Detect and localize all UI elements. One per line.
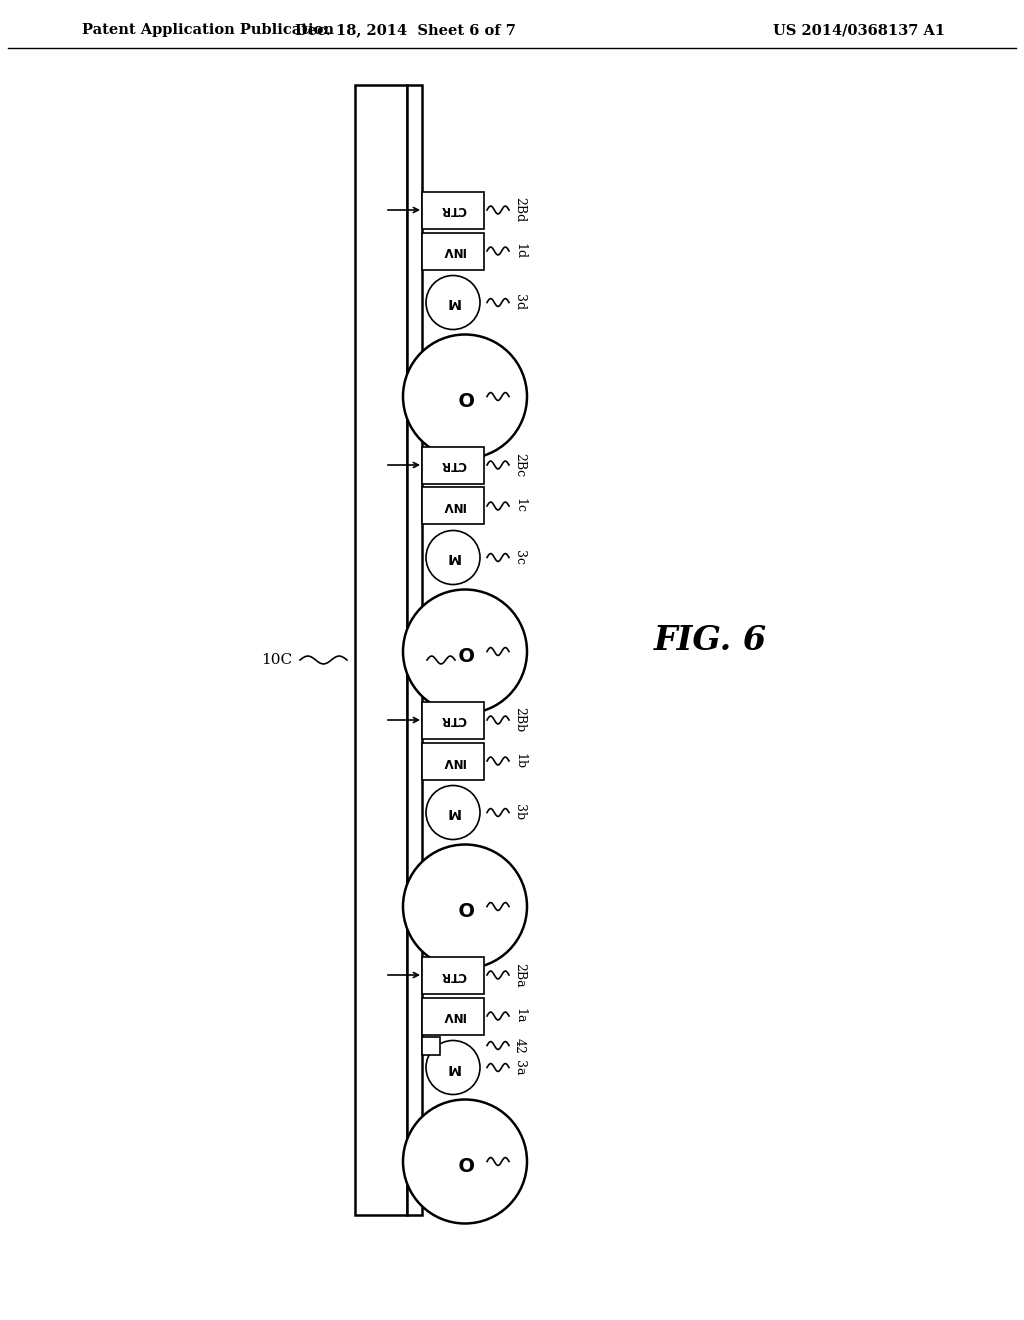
Bar bbox=[422, 191, 484, 228]
Bar bbox=[422, 998, 484, 1035]
Bar bbox=[422, 232, 484, 269]
Text: O: O bbox=[457, 387, 473, 407]
Text: 3b: 3b bbox=[513, 804, 526, 821]
Bar bbox=[422, 701, 484, 738]
Text: 42: 42 bbox=[513, 1038, 526, 1053]
Bar bbox=[422, 742, 484, 780]
Text: FIG. 6: FIG. 6 bbox=[653, 623, 767, 656]
Text: 2Bc: 2Bc bbox=[513, 453, 526, 477]
Text: M: M bbox=[446, 550, 460, 565]
Text: M: M bbox=[446, 805, 460, 820]
Text: 3c: 3c bbox=[513, 550, 526, 565]
Text: 2Bb: 2Bb bbox=[513, 708, 526, 733]
Bar bbox=[355, 84, 407, 1214]
Text: 1b: 1b bbox=[513, 752, 526, 770]
Text: O: O bbox=[457, 898, 473, 916]
Text: 3a: 3a bbox=[513, 1060, 526, 1076]
Bar bbox=[422, 1036, 440, 1055]
Text: 4: 4 bbox=[513, 392, 526, 400]
Circle shape bbox=[426, 785, 480, 840]
Text: 2Ba: 2Ba bbox=[513, 962, 526, 987]
Text: 2Bd: 2Bd bbox=[513, 198, 526, 223]
Text: INV: INV bbox=[441, 755, 465, 767]
Text: 3d: 3d bbox=[513, 294, 526, 310]
Text: 1d: 1d bbox=[513, 243, 526, 259]
Text: CTR: CTR bbox=[440, 458, 466, 471]
Text: 10C: 10C bbox=[261, 653, 292, 667]
Bar bbox=[407, 84, 422, 1214]
Text: CTR: CTR bbox=[440, 203, 466, 216]
Bar bbox=[422, 957, 484, 994]
Text: INV: INV bbox=[441, 244, 465, 257]
Bar bbox=[422, 487, 484, 524]
Text: 4: 4 bbox=[513, 648, 526, 656]
Text: INV: INV bbox=[441, 499, 465, 512]
Text: M: M bbox=[446, 296, 460, 309]
Text: CTR: CTR bbox=[440, 969, 466, 982]
Text: O: O bbox=[457, 1152, 473, 1171]
Text: US 2014/0368137 A1: US 2014/0368137 A1 bbox=[773, 22, 945, 37]
Bar bbox=[422, 446, 484, 483]
Text: M: M bbox=[446, 1060, 460, 1074]
Circle shape bbox=[426, 531, 480, 585]
Text: Patent Application Publication: Patent Application Publication bbox=[82, 22, 334, 37]
Circle shape bbox=[403, 845, 527, 969]
Text: CTR: CTR bbox=[440, 714, 466, 726]
Text: INV: INV bbox=[441, 1010, 465, 1023]
Text: Dec. 18, 2014  Sheet 6 of 7: Dec. 18, 2014 Sheet 6 of 7 bbox=[295, 22, 515, 37]
Text: O: O bbox=[457, 642, 473, 661]
Text: 1c: 1c bbox=[513, 499, 526, 513]
Circle shape bbox=[403, 1100, 527, 1224]
Circle shape bbox=[403, 334, 527, 458]
Text: 1a: 1a bbox=[513, 1008, 526, 1024]
Text: 4: 4 bbox=[513, 903, 526, 911]
Circle shape bbox=[403, 590, 527, 714]
Circle shape bbox=[426, 276, 480, 330]
Text: 41: 41 bbox=[461, 651, 475, 669]
Text: 4: 4 bbox=[513, 1158, 526, 1166]
Circle shape bbox=[426, 1040, 480, 1094]
